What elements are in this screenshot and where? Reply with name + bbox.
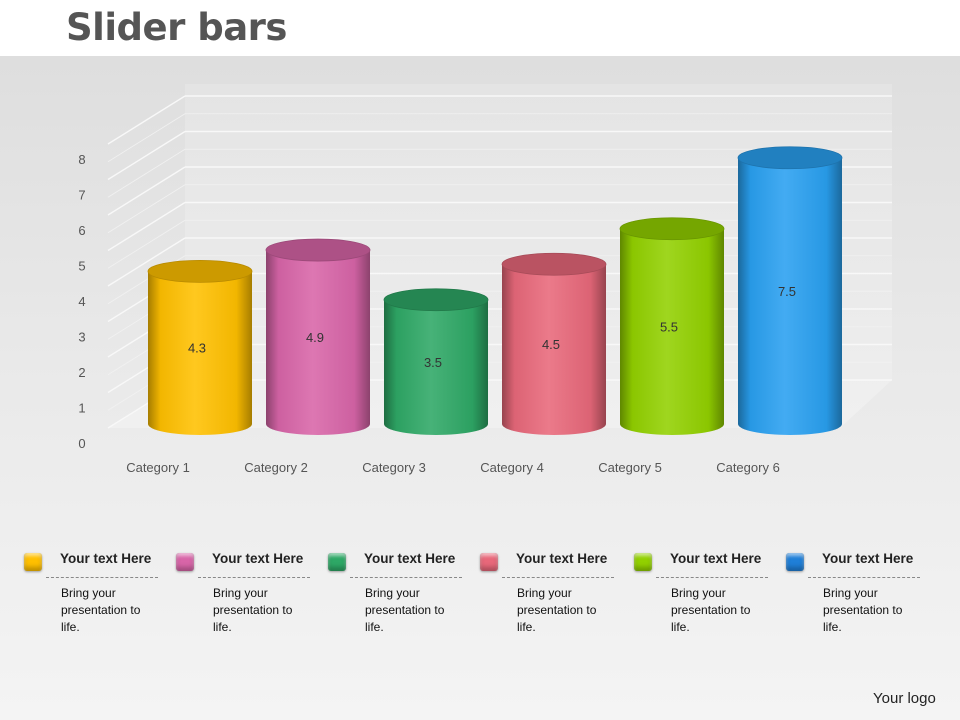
- data-label: 3.5: [424, 355, 442, 370]
- category-label: Category 5: [598, 460, 662, 475]
- y-tick-label: 1: [78, 401, 85, 416]
- legend-description: Bring your presentation to life.: [61, 586, 141, 634]
- legend-divider: [350, 577, 462, 578]
- legend-description: Bring your presentation to life.: [823, 586, 903, 634]
- y-tick-label: 0: [78, 436, 85, 451]
- logo-text: Your logo: [873, 690, 936, 707]
- legend-color-square: [786, 553, 804, 571]
- legend-color-square: [480, 553, 498, 571]
- y-tick-label: 3: [78, 330, 85, 345]
- data-label: 5.5: [660, 319, 678, 334]
- legend-color-square: [176, 553, 194, 571]
- side-gridline: [107, 201, 186, 252]
- legend-color-square: [634, 553, 652, 571]
- legend-heading: Your text Here: [364, 551, 456, 566]
- legend-heading: Your text Here: [822, 551, 914, 566]
- bar-body: [620, 228, 724, 435]
- bar-top: [501, 252, 607, 276]
- category-label: Category 1: [126, 460, 190, 475]
- legend-description: Bring your presentation to life.: [365, 586, 445, 634]
- side-gridline: [107, 166, 186, 216]
- chart-bars: 4.3 4.9 3.5 4.5 5.5 7.5: [147, 146, 843, 435]
- bar-6: 7.5: [737, 146, 843, 435]
- y-tick-label: 7: [78, 188, 85, 203]
- bar-body: [502, 264, 606, 435]
- bar-3: 3.5: [383, 288, 489, 435]
- legend-color-square: [328, 553, 346, 571]
- data-label: 7.5: [778, 284, 796, 299]
- y-tick-label: 4: [78, 294, 85, 309]
- bar-top: [383, 288, 489, 312]
- bar-2: 4.9: [265, 238, 371, 435]
- bar-body: [738, 157, 842, 435]
- legend-color-square: [24, 553, 42, 571]
- category-label: Category 4: [480, 460, 544, 475]
- bar-top: [737, 146, 843, 170]
- side-gridline: [107, 237, 186, 287]
- bar-body: [266, 250, 370, 435]
- legend-heading: Your text Here: [516, 551, 608, 566]
- side-gridline: [107, 148, 186, 198]
- data-label: 4.9: [306, 330, 324, 345]
- legend-divider: [808, 577, 920, 578]
- x-axis-categories: Category 1 Category 2 Category 3 Category 4…: [126, 460, 780, 475]
- y-axis-ticks: 0 1 2 3 4 5 6 7 8: [78, 152, 85, 451]
- side-gridline: [107, 95, 186, 145]
- category-label: Category 6: [716, 460, 780, 475]
- bar-top: [147, 259, 253, 283]
- legend-description: Bring your presentation to life.: [517, 586, 597, 634]
- legend-divider: [46, 577, 158, 578]
- y-tick-label: 8: [78, 152, 85, 167]
- title-band: [0, 0, 960, 56]
- side-gridline: [107, 184, 186, 234]
- legend-heading: Your text Here: [670, 551, 762, 566]
- bar-body: [384, 299, 488, 435]
- bar-body: [148, 271, 252, 435]
- legend-divider: [656, 577, 768, 578]
- legend-description: Bring your presentation to life.: [213, 586, 293, 634]
- legend-divider: [502, 577, 614, 578]
- y-tick-label: 6: [78, 223, 85, 238]
- bar-5: 5.5: [619, 217, 725, 435]
- data-label: 4.3: [188, 341, 206, 356]
- legend-heading: Your text Here: [212, 551, 304, 566]
- bar-4: 4.5: [501, 252, 607, 435]
- legend-heading: Your text Here: [60, 551, 152, 566]
- y-tick-label: 2: [78, 365, 85, 380]
- side-gridline: [107, 219, 186, 269]
- legend-description: Bring your presentation to life.: [671, 586, 751, 634]
- side-gridline: [107, 113, 186, 163]
- slide-title: Slider bars: [66, 6, 287, 49]
- bar-1: 4.3: [147, 259, 253, 435]
- side-gridline: [107, 130, 186, 181]
- category-label: Category 2: [244, 460, 308, 475]
- data-label: 4.5: [542, 337, 560, 352]
- bar-top: [619, 217, 725, 241]
- legend-divider: [198, 577, 310, 578]
- category-label: Category 3: [362, 460, 426, 475]
- y-tick-label: 5: [78, 259, 85, 274]
- bar-top: [265, 238, 371, 262]
